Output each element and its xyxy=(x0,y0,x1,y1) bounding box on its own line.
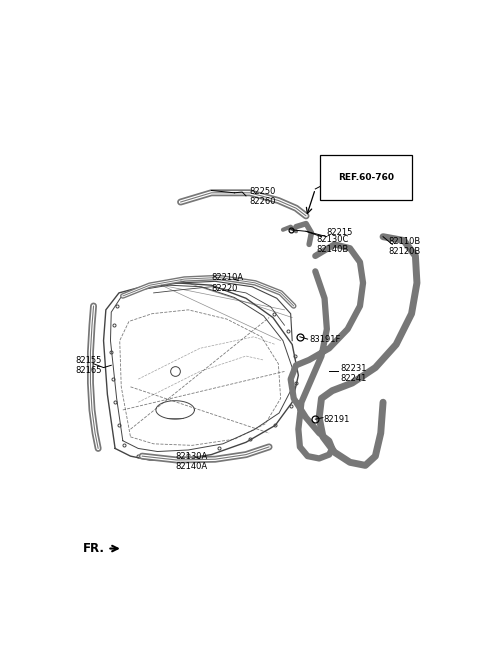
Text: 82110B
82120B: 82110B 82120B xyxy=(388,237,420,256)
Text: 83191F: 83191F xyxy=(309,334,340,344)
Text: 82210A
82220: 82210A 82220 xyxy=(211,273,243,292)
Text: FR.: FR. xyxy=(83,542,105,555)
Text: 82130A
82140A: 82130A 82140A xyxy=(175,452,207,471)
Text: REF.60-760: REF.60-760 xyxy=(338,173,395,182)
Text: 82215: 82215 xyxy=(327,229,353,237)
Text: 82130C
82140B: 82130C 82140B xyxy=(317,235,349,254)
Text: 82231
82241: 82231 82241 xyxy=(340,364,366,384)
Text: 82191: 82191 xyxy=(323,415,349,424)
Text: 82155
82165: 82155 82165 xyxy=(75,355,102,375)
Text: 82250
82260: 82250 82260 xyxy=(250,187,276,206)
